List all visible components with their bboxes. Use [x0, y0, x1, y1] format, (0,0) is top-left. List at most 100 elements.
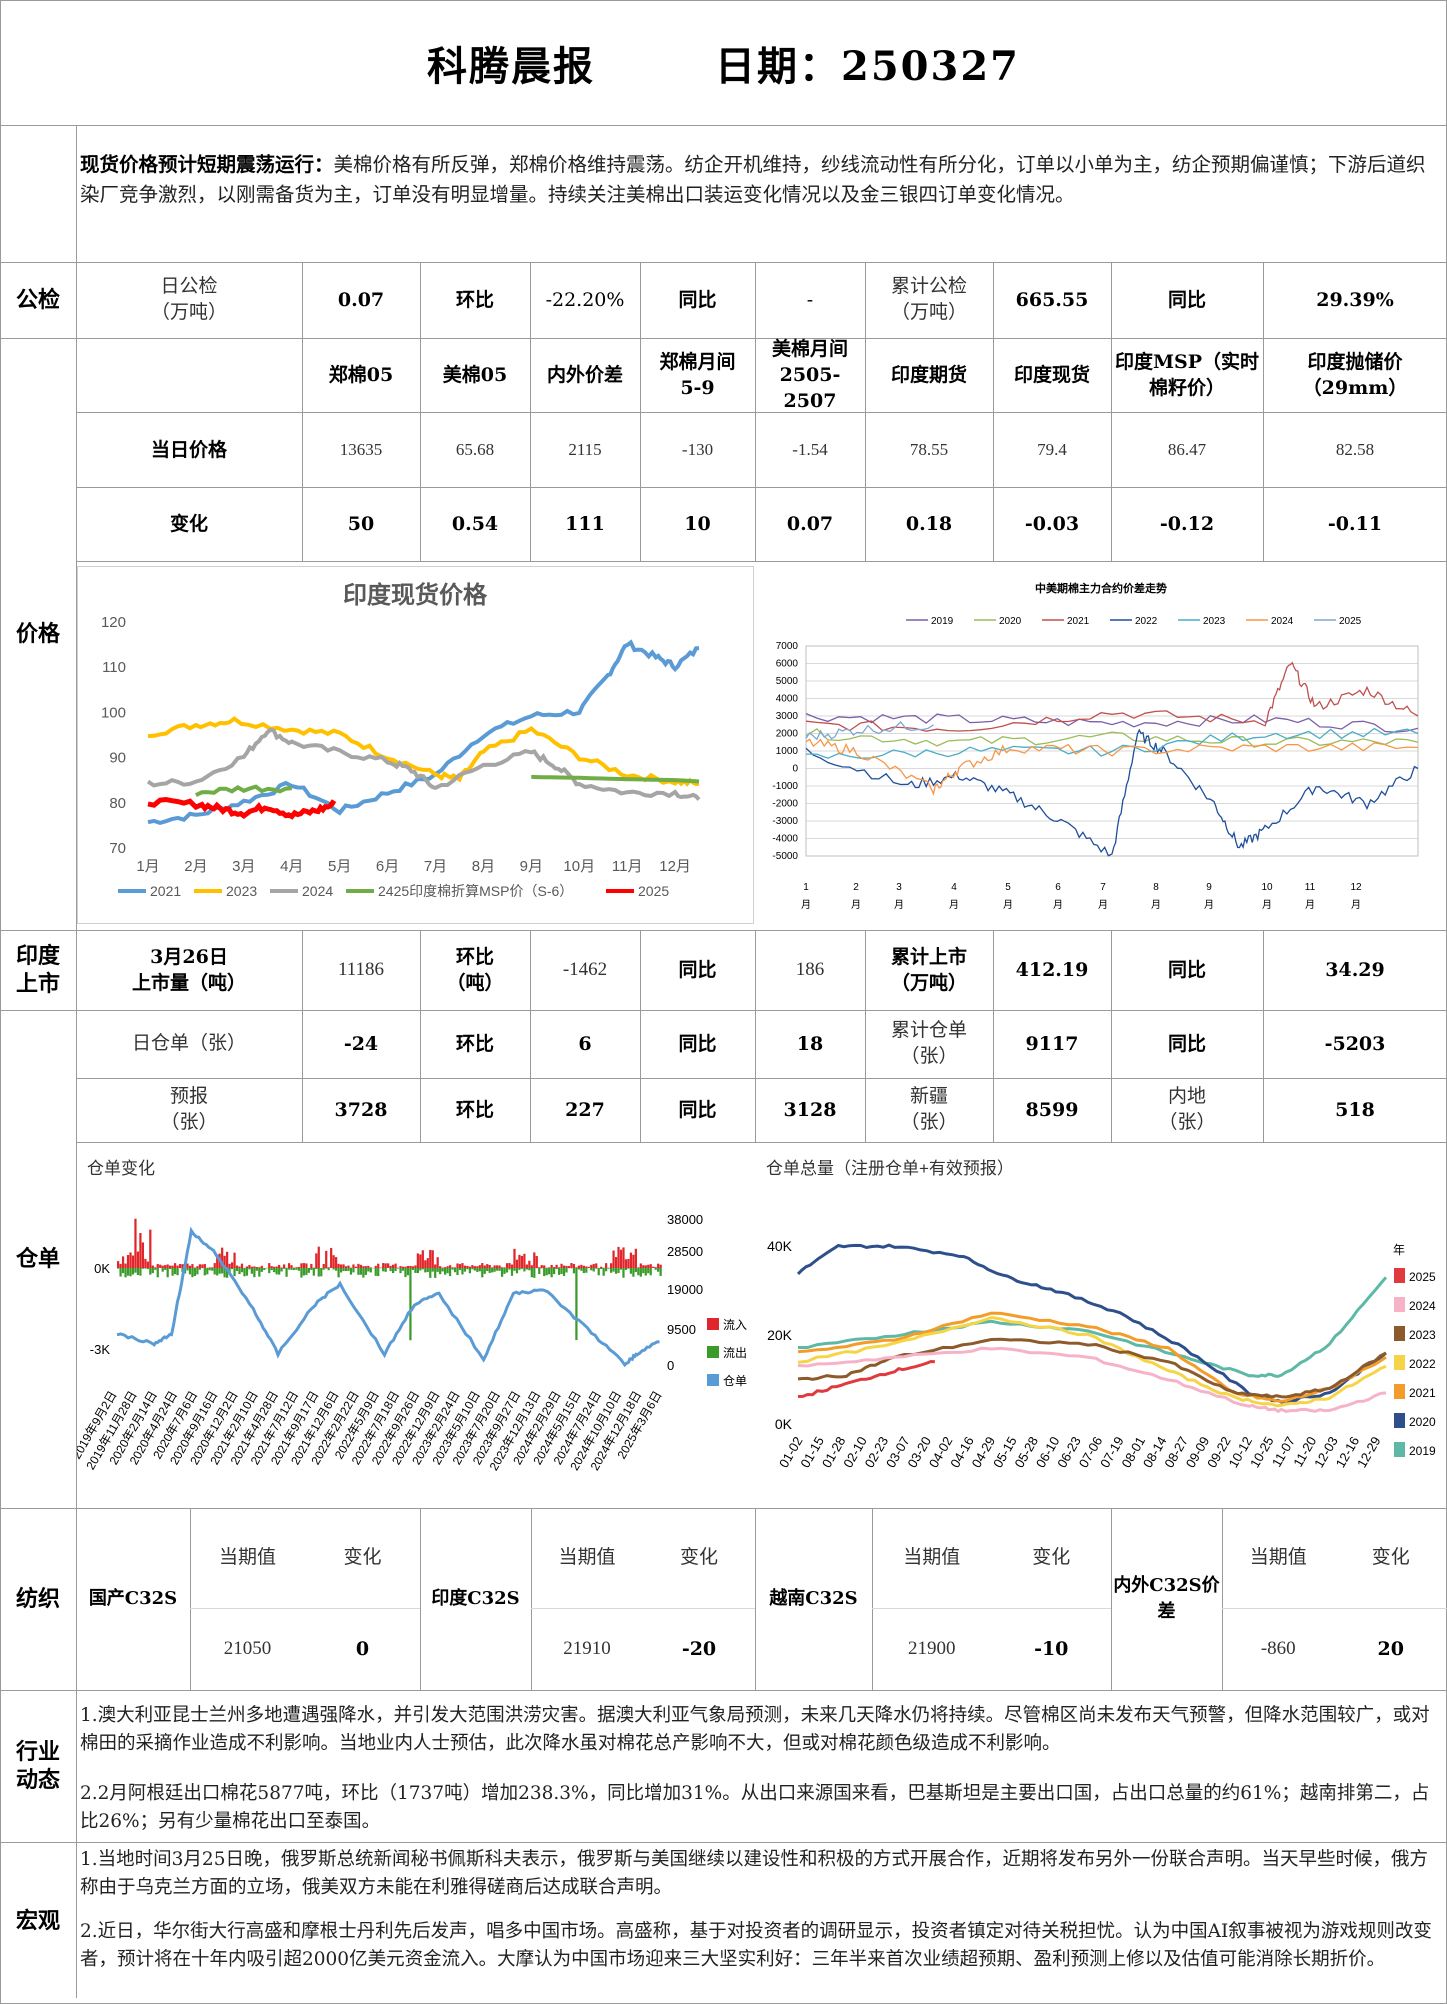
wrc-outflow-bar — [164, 1268, 167, 1270]
spread-series-2021 — [805, 661, 1419, 732]
wrc-ytick-right: 38000 — [667, 1212, 703, 1227]
wrc-outflow-bar — [126, 1268, 130, 1276]
textile-cur-label: 当期值 — [218, 1547, 276, 1568]
spread-ytick: -3000 — [772, 816, 798, 827]
price-row-label: 当日价格 — [150, 438, 227, 461]
wrc-outflow-bar — [322, 1268, 325, 1270]
wrt-legend-swatch — [1394, 1355, 1405, 1370]
wrc-outflow-bar — [233, 1268, 236, 1277]
wrc-inflow-bar — [468, 1266, 472, 1268]
inspection-daily-label: 日公检 （万吨） — [150, 276, 227, 323]
wrc-outflow-bar — [607, 1268, 610, 1269]
wrt-legend-label: 2022 — [1409, 1357, 1436, 1371]
wrc-inflow-bar — [622, 1247, 625, 1268]
wrc-inflow-bar — [612, 1250, 615, 1268]
wrc-outflow-bar — [478, 1268, 481, 1272]
wrc-outflow-bar — [619, 1268, 623, 1270]
wrc-ytick-right: 28500 — [667, 1244, 703, 1259]
wrc-inflow-bar — [178, 1264, 182, 1268]
wrc-outflow-bar — [206, 1268, 209, 1275]
wrc-outflow-bar — [557, 1268, 561, 1275]
price-header: 印度抛储价 （29mm） — [1302, 351, 1408, 399]
wrc-inflow-bar — [466, 1265, 469, 1268]
spread-ytick: 6000 — [776, 659, 799, 670]
wrc-outflow-bar — [513, 1268, 516, 1271]
spread-legend-label: 2024 — [1271, 616, 1294, 627]
wrc-outflow-bar — [627, 1268, 630, 1269]
inspection-hb-label: 环比 — [455, 289, 494, 311]
change-value: -0.03 — [1024, 513, 1080, 535]
forecast-tb-label: 同比 — [678, 1099, 717, 1121]
wrc-outflow-bar — [605, 1268, 608, 1272]
spread-xtick: 月 — [1151, 899, 1161, 911]
wrc-inflow-bar — [565, 1265, 568, 1268]
wrc-outflow-bar — [317, 1268, 320, 1277]
wrc-inflow-bar — [654, 1267, 657, 1268]
wrc-inflow-bar — [273, 1266, 276, 1268]
wrc-inflow-bar — [659, 1264, 662, 1268]
wrc-inflow-bar — [335, 1257, 338, 1268]
wrc-inflow-bar — [213, 1263, 216, 1268]
wrc-inflow-bar — [134, 1218, 137, 1268]
wrc-outflow-bar — [166, 1268, 169, 1278]
title-text: 科腾晨报 — [427, 43, 595, 90]
wrc-inflow-bar — [357, 1263, 360, 1268]
wrc-outflow-bar — [320, 1268, 323, 1277]
change-value: -0.12 — [1159, 513, 1215, 535]
wrc-inflow-bar — [592, 1264, 595, 1268]
india-market-tb2-label: 同比 — [1167, 959, 1206, 981]
wrc-outflow-bar — [136, 1268, 140, 1276]
price-header: 内外价差 — [546, 364, 623, 386]
wrc-inflow-bar — [486, 1264, 489, 1268]
forecast-tb-value: 3128 — [783, 1099, 837, 1121]
wrc-inflow-bar — [401, 1266, 405, 1268]
wrc-outflow-bar — [144, 1268, 147, 1269]
wrc-outflow-bar — [453, 1268, 457, 1273]
wrc-inflow-bar — [369, 1267, 372, 1268]
spread-xtick: 月 — [1262, 899, 1272, 911]
wrc-inflow-bar — [540, 1265, 543, 1268]
macro-p2: 2.近日，华尔街大行高盛和摩根士丹利先后发声，唱多中国市场。高盛称，基于对投资者… — [80, 1921, 1432, 1970]
wrc-inflow-bar — [255, 1267, 258, 1268]
wrc-inflow-bar — [191, 1264, 194, 1268]
wrc-outflow-bar — [176, 1268, 179, 1276]
wrt-ytick: 20K — [767, 1327, 793, 1343]
spread-ytick: 5000 — [776, 676, 799, 687]
textile-name: 越南C32S — [769, 1588, 858, 1609]
wrc-inflow-bar — [149, 1229, 152, 1268]
wrc-outflow-bar — [647, 1268, 650, 1274]
wrc-inflow-bar — [605, 1263, 608, 1268]
spread-xtick: 月 — [1351, 899, 1361, 911]
wrc-outflow-bar — [426, 1268, 429, 1272]
textile-chg-label: 变化 — [1371, 1547, 1410, 1568]
india-market-hb-label: 环比 （吨） — [446, 946, 504, 994]
wrc-outflow-bar — [117, 1268, 120, 1269]
wrc-outflow-bar — [510, 1268, 514, 1276]
spread-legend-label: 2020 — [999, 616, 1022, 627]
wrc-outflow-bar — [248, 1268, 251, 1270]
wrc-outflow-bar — [282, 1268, 286, 1269]
wrc-ytick-right: 9500 — [667, 1322, 696, 1337]
india-series-2023 — [147, 716, 700, 787]
wrc-inflow-bar — [141, 1242, 145, 1268]
wrc-inflow-bar — [434, 1264, 437, 1268]
wrc-outflow-bar — [245, 1268, 249, 1276]
wrc-inflow-bar — [567, 1266, 571, 1268]
india-xtick: 1月 — [136, 858, 159, 875]
wrc-inflow-bar — [528, 1260, 531, 1268]
spread-series-2019 — [805, 712, 1419, 733]
spread-legend-label: 2021 — [1067, 616, 1090, 627]
inspection-tb-value: - — [806, 289, 814, 311]
wr-hb-label: 环比 — [455, 1033, 494, 1055]
macro-p1: 1.当地时间3月25日晚，俄罗斯总统新闻秘书佩斯科夫表示，俄罗斯与美国继续以建设… — [80, 1849, 1428, 1898]
wrc-legend-swatch — [707, 1374, 719, 1386]
wrc-outflow-bar — [446, 1268, 449, 1274]
spread-xtick: 9 — [1206, 882, 1212, 893]
wrc-inflow-bar — [154, 1267, 157, 1268]
wrc-inflow-bar — [619, 1249, 623, 1268]
spread-xtick: 月 — [801, 899, 811, 911]
wrc-inflow-bar — [572, 1263, 576, 1268]
wrc-outflow-bar — [226, 1268, 229, 1278]
wrc-outflow-bar — [659, 1268, 662, 1276]
wrc-outflow-bar — [335, 1268, 338, 1271]
